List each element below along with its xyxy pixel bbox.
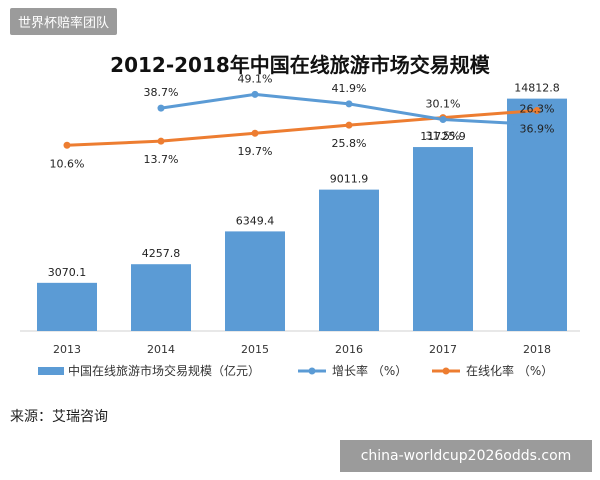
chart-title: 2012-2018年中国在线旅游市场交易规模 bbox=[110, 53, 491, 77]
online-rate-label: 25.8% bbox=[332, 137, 367, 150]
legend: 中国在线旅游市场交易规模（亿元） 增长率 （%） 在线化率 （%） bbox=[38, 363, 553, 378]
bar bbox=[507, 98, 567, 331]
online-rate-point bbox=[533, 107, 541, 115]
watermark-top: 世界杯赔率团队 bbox=[10, 8, 118, 35]
legend-label-bar: 中国在线旅游市场交易规模（亿元） bbox=[68, 363, 260, 378]
growth-rate-point bbox=[157, 104, 165, 112]
bar bbox=[37, 282, 97, 331]
bar bbox=[413, 147, 473, 331]
bar bbox=[319, 189, 379, 331]
legend-label-online: 在线化率 （%） bbox=[466, 363, 553, 378]
growth-rate-point bbox=[533, 121, 541, 129]
growth-rate-point bbox=[251, 90, 259, 98]
legend-label-growth: 增长率 （%） bbox=[332, 363, 407, 378]
x-tick-label: 2018 bbox=[523, 343, 551, 356]
x-tick-label: 2014 bbox=[147, 343, 175, 356]
growth-rate-line bbox=[160, 92, 538, 127]
online-rate-point bbox=[251, 129, 259, 137]
bar-value-label: 3070.1 bbox=[48, 266, 87, 279]
x-tick-label: 2016 bbox=[335, 343, 363, 356]
bar bbox=[131, 264, 191, 331]
online-rate-label: 19.7% bbox=[238, 145, 273, 158]
x-tick-label: 2015 bbox=[241, 343, 269, 356]
legend-marker-online bbox=[442, 367, 450, 375]
online-rate-label: 31.5% bbox=[426, 130, 461, 143]
online-rate-line bbox=[66, 109, 538, 147]
source-note: 来源：艾瑞咨询 bbox=[10, 409, 108, 425]
online-rate-label: 10.6% bbox=[50, 157, 85, 170]
growth-rate-label: 30.1% bbox=[426, 97, 461, 110]
x-tick-label: 2013 bbox=[53, 343, 81, 356]
online-rate-point bbox=[157, 137, 165, 145]
x-tick-label: 2017 bbox=[429, 343, 457, 356]
growth-rate-point bbox=[345, 100, 353, 108]
chart: 2012-2018年中国在线旅游市场交易规模 3070.1 4257.8 6349.… bbox=[20, 53, 580, 378]
online-rate-label: 13.7% bbox=[144, 153, 179, 166]
online-rate-point bbox=[63, 141, 71, 149]
legend-swatch-bar bbox=[38, 367, 64, 375]
growth-rate-label: 41.9% bbox=[332, 82, 367, 95]
growth-rate-label: 26.3% bbox=[520, 103, 555, 116]
watermark-bottom: china-worldcup2026odds.com bbox=[340, 440, 592, 472]
online-rate-label: 36.9% bbox=[520, 123, 555, 136]
bar-value-label: 6349.4 bbox=[236, 214, 275, 227]
bar-value-label: 11725.9 bbox=[420, 130, 466, 143]
bar bbox=[225, 231, 285, 331]
bar-value-label: 14812.8 bbox=[514, 82, 560, 95]
legend-marker-growth bbox=[308, 367, 316, 375]
growth-rate-label: 38.7% bbox=[144, 86, 179, 99]
online-rate-point bbox=[345, 121, 353, 129]
growth-rate-point bbox=[439, 115, 447, 123]
bar-value-label: 9011.9 bbox=[330, 173, 369, 186]
growth-rate-label: 49.1% bbox=[238, 72, 273, 85]
bar-value-label: 4257.8 bbox=[142, 247, 181, 260]
